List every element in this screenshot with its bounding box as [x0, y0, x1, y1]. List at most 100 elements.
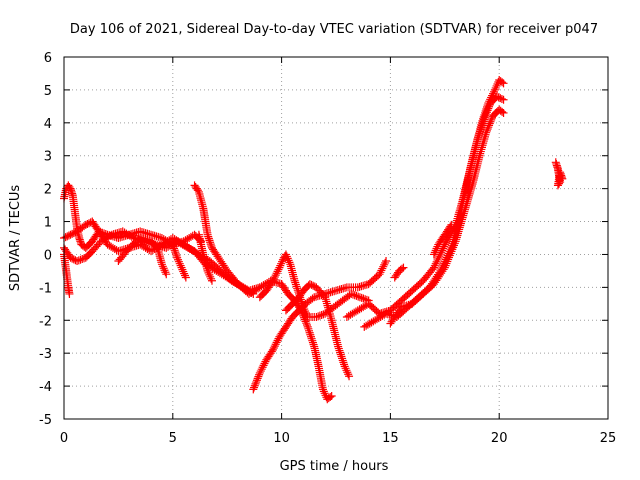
data-point-marker	[474, 131, 483, 140]
data-point-marker	[447, 220, 456, 229]
data-point-marker	[298, 299, 307, 308]
data-point-marker	[434, 254, 443, 263]
data-point-marker	[106, 231, 115, 240]
data-point-marker	[478, 119, 487, 128]
data-point-marker	[271, 271, 280, 280]
data-point-marker	[308, 294, 317, 303]
data-point-marker	[284, 256, 293, 265]
data-point-marker	[207, 276, 216, 285]
data-point-marker	[162, 270, 171, 279]
data-point-marker	[204, 268, 213, 277]
data-point-marker	[175, 259, 184, 268]
data-point-marker	[433, 255, 442, 264]
data-point-marker	[498, 78, 507, 87]
data-point-marker	[296, 295, 305, 304]
data-point-marker	[326, 393, 335, 402]
data-point-marker	[292, 282, 301, 291]
y-tick-label: -1	[39, 281, 52, 296]
data-point-marker	[278, 257, 287, 266]
data-point-marker	[295, 291, 304, 300]
data-point-marker	[272, 338, 281, 347]
data-point-marker	[274, 334, 283, 343]
data-point-marker	[258, 363, 267, 372]
data-point-marker	[178, 265, 187, 274]
data-point-marker	[193, 186, 202, 195]
data-point-marker	[429, 250, 438, 259]
data-point-marker	[334, 344, 343, 353]
data-point-marker	[255, 368, 264, 377]
data-point-marker	[445, 251, 454, 260]
data-point-marker	[375, 270, 384, 279]
data-point-marker	[297, 297, 306, 306]
data-point-marker	[340, 362, 349, 371]
data-point-marker	[338, 356, 347, 365]
data-point-marker	[205, 236, 214, 245]
data-point-marker	[381, 258, 390, 267]
data-point-marker	[308, 336, 317, 345]
data-point-marker	[278, 255, 287, 264]
data-point-marker	[259, 361, 268, 370]
data-point-marker	[376, 268, 385, 277]
data-point-marker	[303, 322, 312, 331]
data-point-marker	[291, 278, 300, 287]
data-point-marker	[152, 242, 161, 251]
y-axis-label: SDTVAR / TECUs	[8, 185, 23, 292]
data-point-marker	[485, 119, 494, 128]
data-point-marker	[255, 370, 264, 379]
x-tick-label: 25	[600, 431, 617, 446]
data-point-marker	[309, 340, 318, 349]
data-point-marker	[361, 295, 370, 304]
data-point-marker	[440, 263, 449, 272]
data-point-marker	[65, 182, 74, 191]
data-point-marker	[399, 263, 408, 272]
data-point-marker	[177, 263, 186, 272]
data-point-marker	[301, 307, 310, 316]
data-point-marker	[318, 385, 327, 394]
data-point-marker	[179, 267, 188, 276]
data-point-marker	[480, 113, 489, 122]
data-point-marker	[320, 389, 329, 398]
data-point-marker	[301, 317, 310, 326]
data-point-marker	[336, 350, 345, 359]
data-point-marker	[261, 357, 270, 366]
data-point-marker	[479, 115, 488, 124]
data-point-marker	[73, 257, 82, 266]
data-point-marker	[443, 257, 452, 266]
data-point-marker	[252, 376, 261, 385]
data-point-marker	[432, 244, 441, 253]
data-point-marker	[302, 321, 311, 330]
data-point-marker	[293, 286, 302, 295]
data-point-marker	[158, 262, 167, 271]
data-point-marker	[498, 107, 507, 116]
plot-frame	[63, 56, 609, 420]
data-point-marker	[170, 244, 179, 253]
x-tick-label: 10	[273, 431, 290, 446]
data-point-marker	[300, 305, 309, 314]
data-point-marker	[447, 247, 456, 256]
data-point-marker	[476, 127, 485, 136]
data-point-marker	[305, 326, 314, 335]
data-point-marker	[302, 319, 311, 328]
data-point-marker	[249, 385, 258, 394]
y-tick-label: -3	[39, 347, 52, 362]
data-point-marker	[271, 340, 280, 349]
x-tick-label: 20	[491, 431, 508, 446]
data-point-marker	[377, 266, 386, 275]
data-point-marker	[273, 267, 282, 276]
data-point-marker	[490, 85, 499, 94]
data-point-marker	[273, 336, 282, 345]
data-point-marker	[314, 312, 323, 321]
data-point-marker	[174, 255, 183, 264]
data-point-marker	[319, 310, 328, 319]
data-point-marker	[76, 255, 85, 264]
data-point-marker	[441, 261, 450, 270]
data-point-marker	[378, 264, 387, 273]
data-point-marker	[345, 372, 354, 381]
data-point-marker	[485, 102, 494, 111]
data-point-marker	[474, 133, 483, 142]
data-point-marker	[450, 239, 459, 248]
data-point-marker	[380, 260, 389, 269]
data-point-marker	[352, 291, 361, 300]
data-point-marker	[476, 125, 485, 134]
